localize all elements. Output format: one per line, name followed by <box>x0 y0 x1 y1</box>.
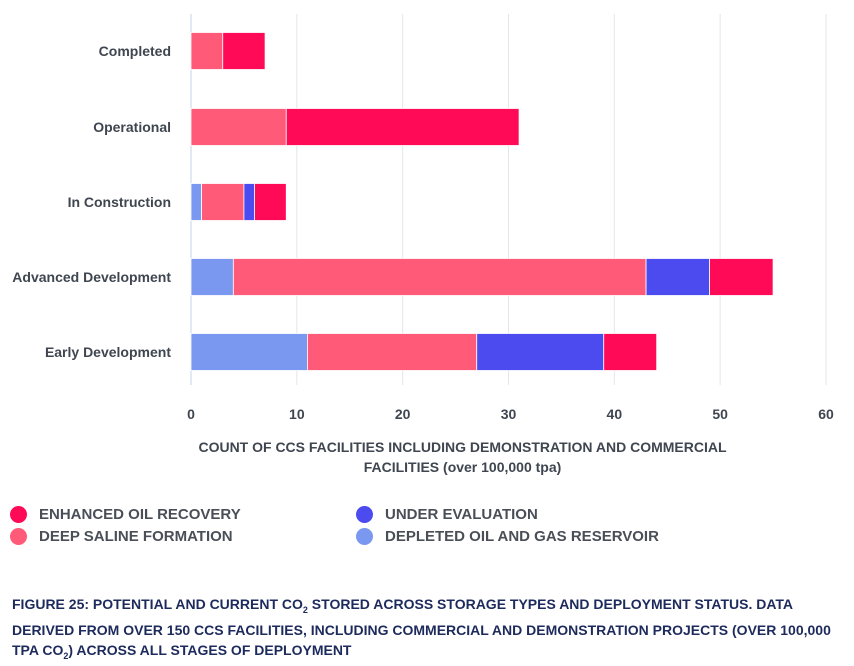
legend-item-enhanced-oil-recovery: ENHANCED OIL RECOVERY <box>10 503 241 525</box>
bar-segment <box>307 333 478 371</box>
category-label: Operational <box>93 119 171 135</box>
legend-label: DEEP SALINE FORMATION <box>39 527 233 545</box>
bar-segment <box>645 258 710 296</box>
bar-segment <box>190 32 224 70</box>
legend-swatch <box>10 527 27 545</box>
bar-segment <box>222 32 266 70</box>
bar-segment <box>709 258 774 296</box>
legend-label: UNDER EVALUATION <box>385 505 538 523</box>
x-axis-title-line2: FACILITIES (over 100,000 tpa) <box>363 459 562 475</box>
caption-subscript: 2 <box>63 650 69 661</box>
legend-swatch <box>356 505 373 523</box>
bar-segment <box>254 183 287 221</box>
x-axis-title: COUNT OF CCS FACILITIES INCLUDING DEMONS… <box>180 437 745 477</box>
category-labels: Completed Operational In Construction Advan… <box>12 43 171 360</box>
x-tick-label: 10 <box>289 406 305 422</box>
legend-label: DEPLETED OIL AND GAS RESERVOIR <box>385 527 659 545</box>
category-label: Early Development <box>45 344 171 360</box>
bar-segment <box>190 108 287 146</box>
stacked-bar-chart: Completed Operational In Construction Advan… <box>12 14 834 422</box>
x-tick-label: 60 <box>818 406 834 422</box>
category-label: In Construction <box>68 194 171 210</box>
x-tick-label: 0 <box>187 406 195 422</box>
caption-text: ) ACROSS ALL STAGES OF DEPLOYMENT <box>68 641 352 658</box>
bar-segment <box>476 333 605 371</box>
bar-segment <box>190 183 202 221</box>
bar-segment <box>285 108 520 146</box>
legend-item-depleted-oil-and-gas-reservoir: DEPLETED OIL AND GAS RESERVOIR <box>356 525 659 547</box>
bars <box>190 32 774 371</box>
bar-segment <box>232 258 647 296</box>
bar-segment <box>201 183 245 221</box>
bar-segment <box>603 333 658 371</box>
x-tick-label: 20 <box>395 406 411 422</box>
legend-item-under-evaluation: UNDER EVALUATION <box>356 503 538 525</box>
legend-item-deep-saline-formation: DEEP SALINE FORMATION <box>10 525 233 547</box>
x-tick-label: 30 <box>501 406 517 422</box>
bar-segment <box>190 258 234 296</box>
x-tick-label: 40 <box>607 406 623 422</box>
legend-swatch <box>10 505 27 523</box>
legend-swatch <box>356 527 373 545</box>
caption-text: STORED ACROSS STORAGE TYPES AND DEPLOYME… <box>12 596 831 658</box>
figure-caption: FIGURE 25: POTENTIAL AND CURRENT CO2 STO… <box>12 594 842 666</box>
bar-segment <box>190 333 308 371</box>
legend-label: ENHANCED OIL RECOVERY <box>39 505 241 523</box>
gridlines <box>190 14 827 385</box>
x-axis-title-line1: COUNT OF CCS FACILITIES INCLUDING DEMONS… <box>198 439 727 455</box>
bar-segment <box>243 183 255 221</box>
legend: ENHANCED OIL RECOVERY UNDER EVALUATION D… <box>10 503 710 553</box>
caption-subscript: 2 <box>302 604 308 615</box>
x-tick-label: 50 <box>712 406 728 422</box>
category-label: Completed <box>99 43 171 59</box>
x-tick-labels: 0 10 20 30 40 50 60 <box>187 406 834 422</box>
caption-text: FIGURE 25: POTENTIAL AND CURRENT CO <box>12 596 303 612</box>
category-label: Advanced Development <box>12 269 171 285</box>
